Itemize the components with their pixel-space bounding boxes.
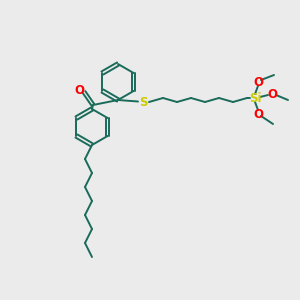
Text: O: O (267, 88, 277, 101)
Text: S: S (139, 95, 147, 109)
Text: O: O (253, 107, 263, 121)
Text: Si: Si (249, 92, 261, 104)
Text: O: O (253, 76, 263, 88)
Text: O: O (74, 83, 84, 97)
